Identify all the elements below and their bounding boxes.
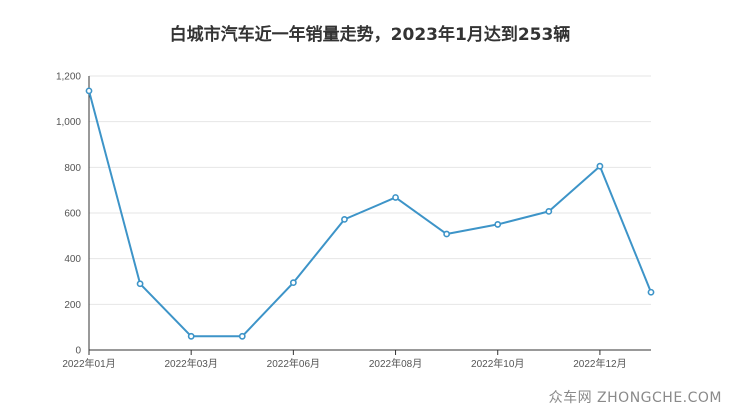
grid-lines bbox=[89, 75, 651, 305]
data-point bbox=[494, 221, 502, 228]
data-point bbox=[136, 280, 144, 288]
y-tick-label: 1,200 bbox=[56, 72, 81, 83]
axes bbox=[88, 76, 651, 351]
x-tick-label: 2022年08月 bbox=[369, 357, 422, 370]
y-tick-label: 600 bbox=[64, 209, 81, 220]
data-point bbox=[596, 162, 604, 170]
data-point bbox=[545, 208, 553, 215]
series-line bbox=[88, 90, 652, 338]
data-point bbox=[187, 332, 195, 340]
x-tick-label: 2022年03月 bbox=[164, 357, 217, 370]
watermark: 众车网 ZHONGCHE.COM bbox=[548, 390, 722, 406]
data-point bbox=[392, 194, 399, 201]
x-axis-tick-labels: 2022年01月 2022年03月 2022年06月 2022年08月 2022年10月… bbox=[62, 350, 627, 370]
series-group bbox=[85, 87, 655, 340]
y-axis-tick-labels: 0 200 400 600 800 1,000 1,200 bbox=[56, 72, 81, 357]
x-tick-label: 2022年10月 bbox=[471, 357, 524, 370]
x-tick-label: 2022年01月 bbox=[62, 357, 115, 370]
x-tick-label: 2022年12月 bbox=[573, 357, 626, 370]
y-tick-label: 200 bbox=[64, 300, 81, 311]
y-tick-label: 800 bbox=[64, 163, 81, 174]
data-point bbox=[647, 288, 655, 296]
data-point bbox=[443, 230, 451, 238]
data-point bbox=[289, 279, 297, 287]
chart-title: 白城市汽车近一年销量走势，2023年1月达到253辆 bbox=[169, 25, 571, 45]
data-point bbox=[85, 87, 93, 95]
data-point bbox=[341, 215, 348, 223]
x-tick-label: 2022年06月 bbox=[267, 357, 320, 370]
y-tick-label: 400 bbox=[64, 254, 81, 265]
y-tick-label: 0 bbox=[75, 346, 81, 357]
y-tick-label: 1,000 bbox=[56, 117, 81, 128]
data-point bbox=[238, 332, 246, 340]
